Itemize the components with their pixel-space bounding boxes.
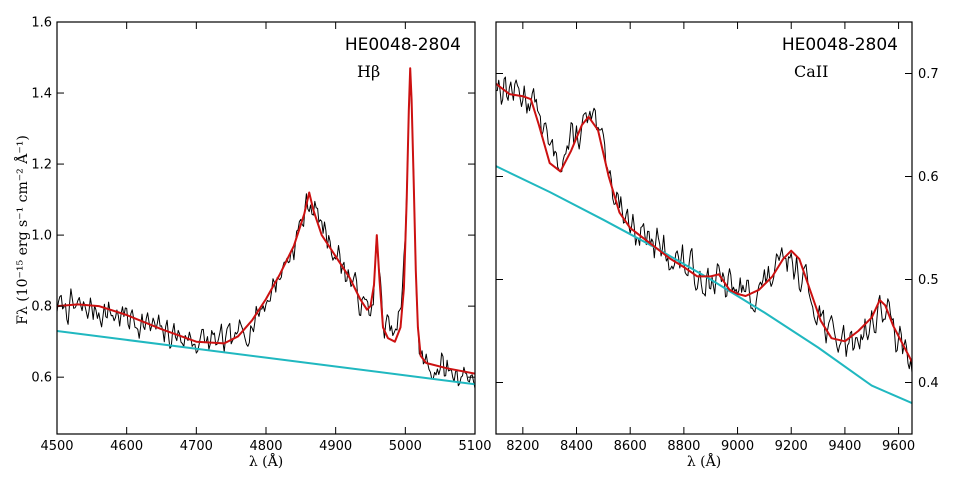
hbeta-model-fit-line xyxy=(57,67,475,375)
caii-panel-subtitle: CaII xyxy=(794,62,828,81)
caii-x-tick-label: 9000 xyxy=(721,439,754,454)
hbeta-x-tick-label: 4900 xyxy=(319,439,352,454)
hbeta-panel-subtitle: Hβ xyxy=(357,62,380,81)
hbeta-x-tick-label: 5000 xyxy=(389,439,422,454)
caii-plot-frame xyxy=(495,21,913,435)
caii-x-axis-label: λ (Å) xyxy=(687,452,721,470)
caii-x-tick-label: 8600 xyxy=(614,439,647,454)
hbeta-x-axis-label: λ (Å) xyxy=(249,452,283,470)
hbeta-x-tick-label: 4800 xyxy=(249,439,282,454)
hbeta-y-tick-label: 1.4 xyxy=(31,87,52,102)
hbeta-continuum-line xyxy=(57,330,475,386)
caii-y-tick-label: 0.4 xyxy=(918,376,939,391)
hbeta-y-tick-label: 1.2 xyxy=(31,158,52,173)
hbeta-panel-title: HE0048-2804 xyxy=(345,35,461,55)
caii-continuum-line xyxy=(496,165,912,405)
caii-model-fit-line xyxy=(496,83,912,363)
hbeta-y-tick-label: 0.6 xyxy=(31,371,52,386)
shared-y-axis-label: Fλ (10⁻¹⁵ erg s⁻¹ cm⁻² Å⁻¹) xyxy=(13,135,31,325)
hbeta-x-tick-label: 5100 xyxy=(458,439,491,454)
caii-x-tick-label: 9600 xyxy=(882,439,915,454)
caii-x-tick-label: 8200 xyxy=(506,439,539,454)
caii-y-tick-label: 0.6 xyxy=(918,170,939,185)
hbeta-x-tick-label: 4500 xyxy=(40,439,73,454)
hbeta-y-tick-label: 1.0 xyxy=(31,229,52,244)
hbeta-y-tick-label: 1.6 xyxy=(31,16,52,31)
caii-observed-spectrum-line xyxy=(496,76,912,373)
hbeta-x-tick-label: 4600 xyxy=(110,439,143,454)
caii-x-tick-label: 9400 xyxy=(828,439,861,454)
hbeta-x-tick-label: 4700 xyxy=(180,439,213,454)
hbeta-y-tick-label: 0.8 xyxy=(31,300,52,315)
caii-panel-title: HE0048-2804 xyxy=(782,35,898,55)
caii-y-tick-label: 0.7 xyxy=(918,67,939,82)
caii-x-tick-label: 8400 xyxy=(560,439,593,454)
caii-panel: 8200 8400 8600 8800 9000 9200 9400 9600 0.4 0.5 0.… xyxy=(495,21,939,470)
caii-x-tick-label: 9200 xyxy=(775,439,808,454)
hbeta-panel: 4500 4600 4700 4800 4900 5000 5100 0.6 0.8 1.0 1.2… xyxy=(31,16,491,471)
hbeta-plot-frame xyxy=(56,21,476,435)
caii-y-tick-label: 0.5 xyxy=(918,273,939,288)
caii-x-tick-label: 8800 xyxy=(667,439,700,454)
